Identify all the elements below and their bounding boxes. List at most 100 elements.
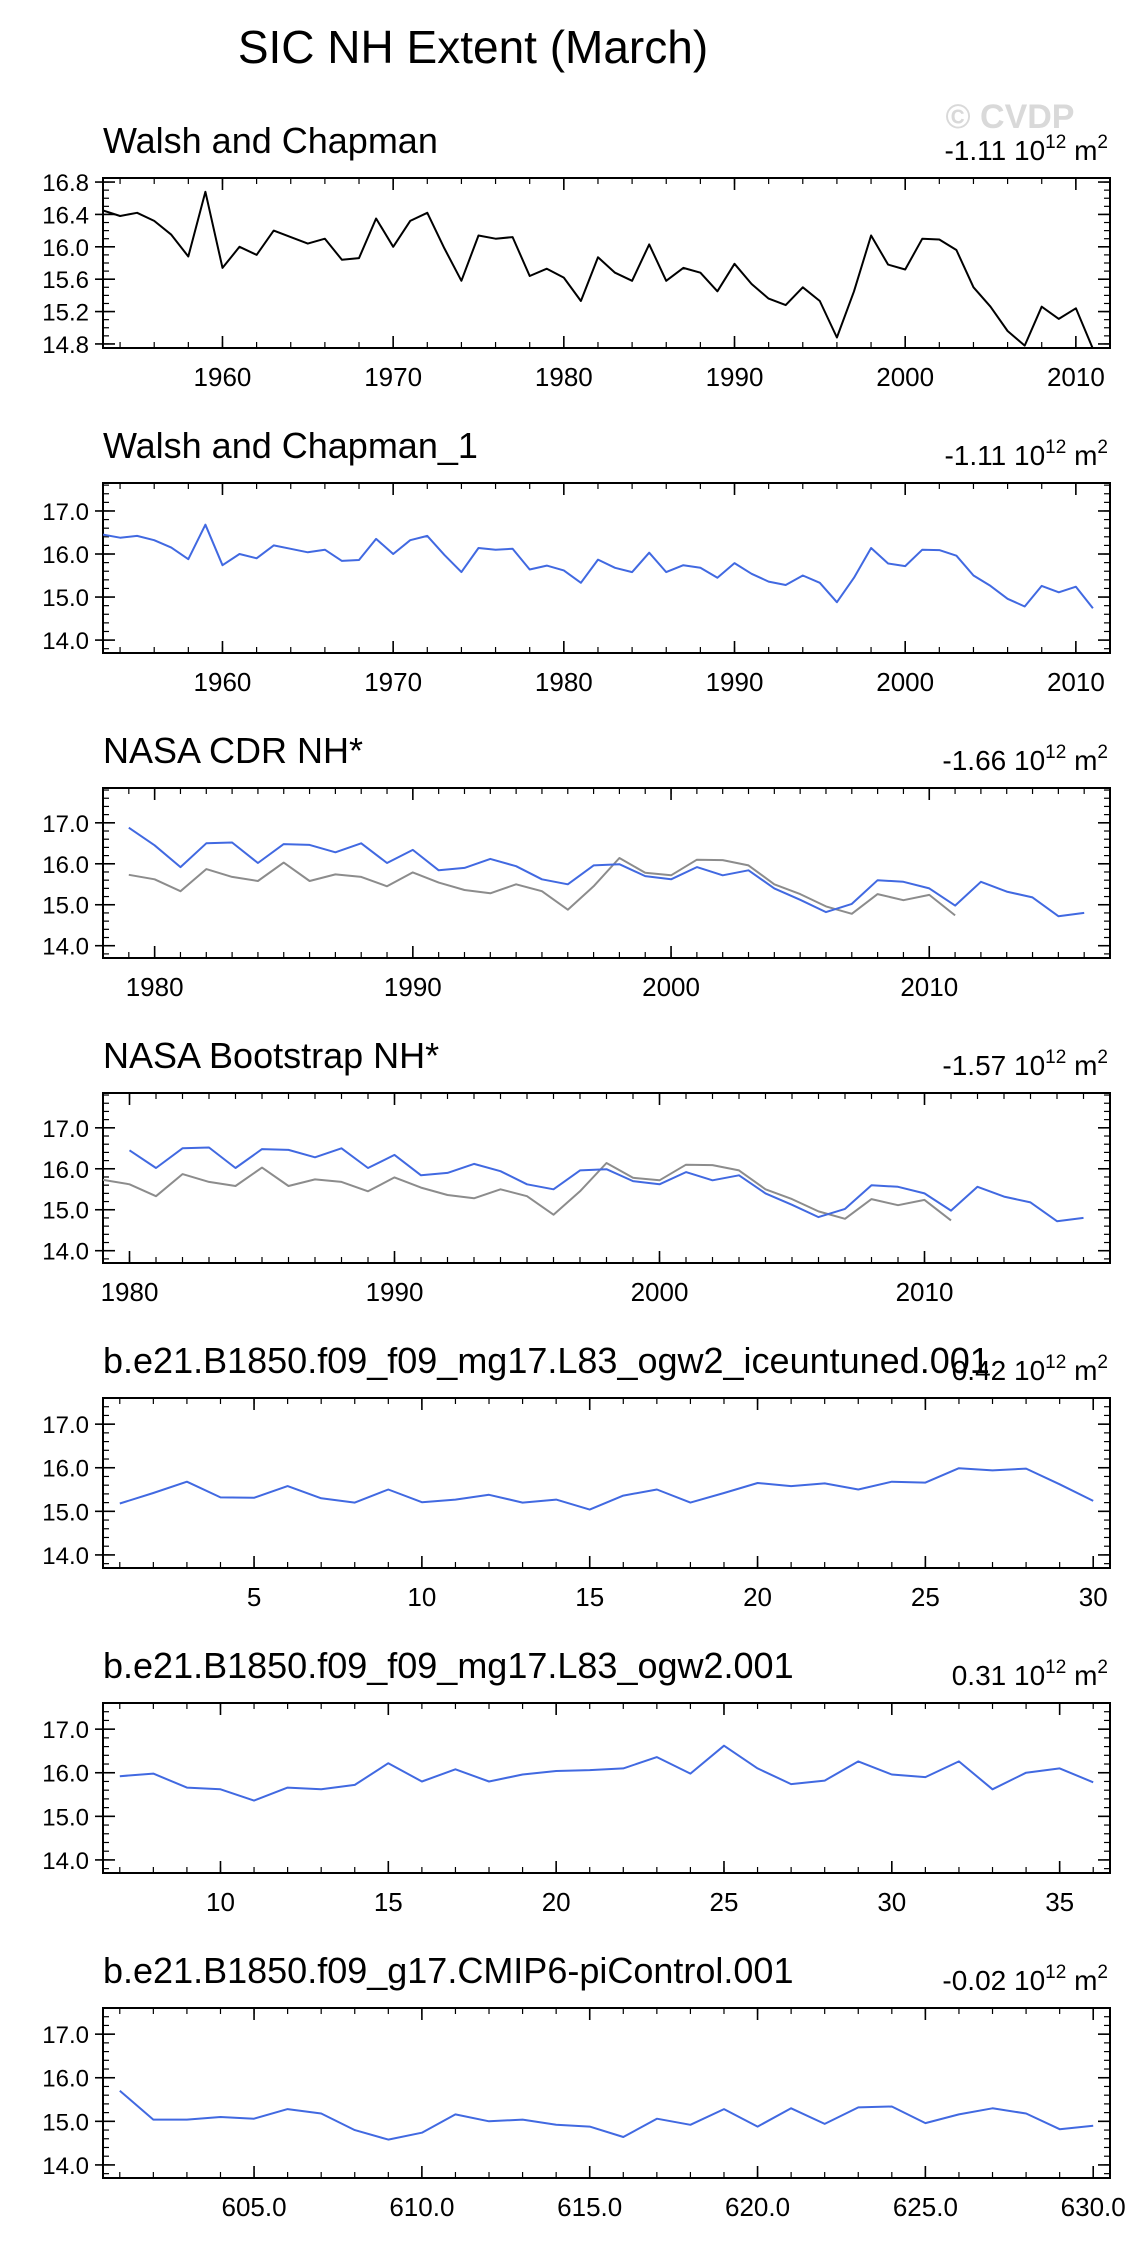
trend-trend-exp2: 2: [1097, 742, 1108, 763]
x-tick-label: 35: [1045, 1887, 1074, 1917]
y-tick-label: 16.0: [42, 235, 89, 262]
panel-1: Walsh and Chapman -1.11 1012 m2 1960 1970 19…: [42, 120, 1111, 392]
series-line-1: [128, 1146, 1084, 1223]
trend-trend-value: -1.66: [942, 745, 1014, 776]
y-tick-label: 14.8: [42, 332, 89, 359]
y-tick-label: 15.0: [42, 2109, 89, 2136]
x-tick-label: 2000: [642, 972, 700, 1002]
trend-trend-value: -1.11: [944, 135, 1014, 166]
y-tick-label: 15.0: [42, 585, 89, 612]
trend-trend-unit: 10: [1014, 1050, 1045, 1081]
x-tick-label: 1990: [366, 1277, 424, 1307]
x-tick-label: 2010: [1047, 362, 1105, 392]
x-tick-label: 30: [877, 1887, 906, 1917]
panel-2: Walsh and Chapman_1 -1.11 1012 m2 1960 1970…: [42, 425, 1111, 697]
panel-3: NASA CDR NH* -1.66 1012 m2 1980 1990 2000 201…: [42, 730, 1111, 1002]
trend-trend-exp: 12: [1045, 132, 1066, 153]
x-tick-label: 5: [247, 1582, 261, 1612]
y-tick-label: 16.0: [42, 1157, 89, 1184]
plot-frame: [102, 2007, 1111, 2179]
x-tick-label: 1980: [535, 362, 593, 392]
trend-trend-unit: 10: [1014, 745, 1045, 776]
x-tick-label: 15: [575, 1582, 604, 1612]
series-line-1: [119, 2090, 1094, 2141]
panel-title: b.e21.B1850.f09_f09_mg17.L83_ogw2_iceunt…: [103, 1340, 990, 1381]
panel-6: b.e21.B1850.f09_f09_mg17.L83_ogw2.001 0.3…: [42, 1645, 1111, 1917]
x-tick-label: 30: [1079, 1582, 1108, 1612]
trend-trend-unit2: m: [1066, 1965, 1097, 1996]
trend-label: -1.11 1012 m2: [944, 132, 1108, 166]
x-tick-label: 1990: [706, 362, 764, 392]
y-tick-label: 16.4: [42, 202, 89, 229]
y-tick-label: 15.0: [42, 1198, 89, 1225]
trend-label: -0.02 1012 m2: [942, 1962, 1108, 1996]
trend-trend-value: 0.31: [952, 1660, 1014, 1691]
trend-label: -1.66 1012 m2: [942, 742, 1108, 776]
series-line-1: [128, 826, 1085, 918]
plot-frame: [102, 177, 1111, 349]
panel-7: b.e21.B1850.f09_g17.CMIP6-piControl.001 -…: [42, 1950, 1125, 2222]
y-tick-label: 14.0: [42, 934, 89, 961]
panel-title: Walsh and Chapman_1: [103, 425, 478, 466]
trend-trend-exp2: 2: [1097, 1962, 1108, 1983]
x-tick-label: 610.0: [389, 2192, 454, 2222]
plot-frame: [102, 1397, 1111, 1569]
trend-trend-unit: 10: [1014, 1965, 1045, 1996]
series-line-1: [119, 1744, 1094, 1802]
trend-trend-unit2: m: [1066, 1660, 1097, 1691]
x-tick-label: 15: [374, 1887, 403, 1917]
x-tick-label: 10: [407, 1582, 436, 1612]
y-tick-label: 15.2: [42, 300, 89, 327]
y-tick-label: 17.0: [42, 2022, 89, 2049]
trend-trend-unit: 10: [1014, 1660, 1045, 1691]
y-tick-label: 14.0: [42, 1848, 89, 1875]
y-tick-label: 17.0: [42, 499, 89, 526]
x-tick-label: 605.0: [222, 2192, 287, 2222]
trend-trend-exp: 12: [1045, 742, 1066, 763]
x-tick-label: 620.0: [725, 2192, 790, 2222]
x-tick-label: 2010: [1047, 667, 1105, 697]
panel-title: Walsh and Chapman: [103, 120, 438, 161]
x-tick-label: 25: [911, 1582, 940, 1612]
y-tick-label: 14.0: [42, 1239, 89, 1266]
trend-trend-unit: 10: [1014, 440, 1045, 471]
y-tick-label: 16.0: [42, 2066, 89, 2093]
trend-trend-value: 0.42: [952, 1355, 1014, 1386]
trend-trend-exp: 12: [1045, 1352, 1066, 1373]
series-line-1: [119, 1467, 1094, 1511]
panel-5: b.e21.B1850.f09_f09_mg17.L83_ogw2_iceunt…: [42, 1340, 1111, 1612]
x-tick-label: 1990: [706, 667, 764, 697]
x-tick-label: 1970: [364, 362, 422, 392]
figure-title: SIC NH Extent (March): [238, 21, 708, 73]
panel-title: NASA Bootstrap NH*: [103, 1035, 439, 1076]
series-line-2: [128, 857, 956, 917]
trend-label: -1.57 1012 m2: [942, 1047, 1108, 1081]
x-tick-label: 1960: [194, 667, 252, 697]
y-tick-label: 15.0: [42, 893, 89, 920]
x-tick-label: 2000: [876, 667, 934, 697]
trend-trend-value: -1.57: [942, 1050, 1014, 1081]
x-tick-label: 2010: [900, 972, 958, 1002]
plot-frame: [102, 482, 1111, 654]
y-tick-label: 17.0: [42, 1412, 89, 1439]
panel-title: b.e21.B1850.f09_f09_mg17.L83_ogw2.001: [103, 1645, 794, 1686]
x-tick-label: 1980: [535, 667, 593, 697]
series-line-2: [103, 1162, 952, 1222]
x-tick-label: 20: [542, 1887, 571, 1917]
x-tick-label: 630.0: [1061, 2192, 1126, 2222]
trend-trend-exp2: 2: [1097, 1047, 1108, 1068]
y-tick-label: 17.0: [42, 811, 89, 838]
x-tick-label: 2000: [631, 1277, 689, 1307]
series-line-1: [103, 523, 1094, 609]
trend-trend-unit2: m: [1066, 440, 1097, 471]
y-tick-label: 15.6: [42, 267, 89, 294]
x-tick-label: 2000: [876, 362, 934, 392]
y-tick-label: 14.0: [42, 2153, 89, 2180]
trend-trend-exp2: 2: [1097, 1657, 1108, 1678]
trend-label: 0.42 1012 m2: [952, 1352, 1108, 1386]
panel-title: b.e21.B1850.f09_g17.CMIP6-piControl.001: [103, 1950, 793, 1991]
x-tick-label: 1980: [101, 1277, 159, 1307]
trend-label: 0.31 1012 m2: [952, 1657, 1108, 1691]
y-tick-label: 16.0: [42, 1456, 89, 1483]
